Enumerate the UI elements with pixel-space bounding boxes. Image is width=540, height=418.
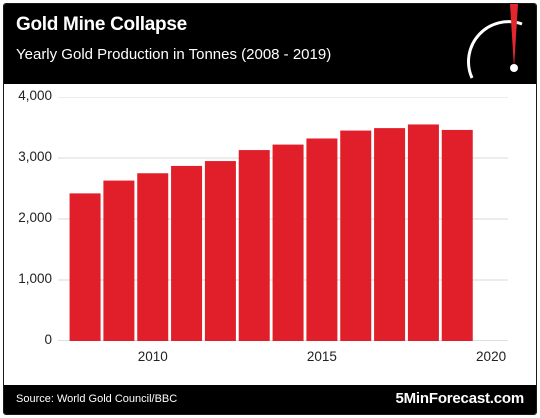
chart-footer: Source: World Gold Council/BBC 5MinForec… — [4, 385, 536, 414]
bar-2012 — [204, 161, 236, 341]
bar-2013 — [238, 150, 270, 341]
source-note: Source: World Gold Council/BBC — [16, 393, 178, 405]
y-tick-label-1000: 1,000 — [18, 271, 52, 286]
x-tick-label-2010: 2010 — [137, 349, 168, 364]
gauge-needle — [510, 4, 518, 68]
speedometer-gauge-icon — [467, 4, 523, 79]
y-tick-label-3000: 3,000 — [18, 149, 52, 164]
bar-2016 — [340, 130, 372, 341]
bar-2011 — [171, 165, 203, 341]
bar-2009 — [103, 180, 135, 341]
x-tick-label-2015: 2015 — [306, 349, 337, 364]
bar-2010 — [137, 173, 169, 341]
x-tick-label-2020: 2020 — [476, 349, 507, 364]
y-tick-label-4000: 4,000 — [18, 88, 52, 103]
bar-2018 — [407, 124, 439, 341]
bar-2015 — [306, 138, 338, 341]
chart-subtitle: Yearly Gold Production in Tonnes (2008 -… — [16, 46, 332, 63]
bar-2008 — [69, 193, 101, 341]
bar-2019 — [441, 129, 473, 341]
y-tick-label-0: 0 — [44, 332, 52, 347]
bar-2014 — [272, 144, 304, 341]
bar-2017 — [374, 128, 406, 341]
y-tick-label-2000: 2,000 — [18, 210, 52, 225]
chart-title: Gold Mine Collapse — [16, 14, 187, 35]
bar-chart-plot-area — [58, 97, 508, 341]
brand-logo-text: 5MinForecast.com — [395, 390, 524, 407]
chart-header: Gold Mine Collapse Yearly Gold Productio… — [4, 4, 536, 84]
